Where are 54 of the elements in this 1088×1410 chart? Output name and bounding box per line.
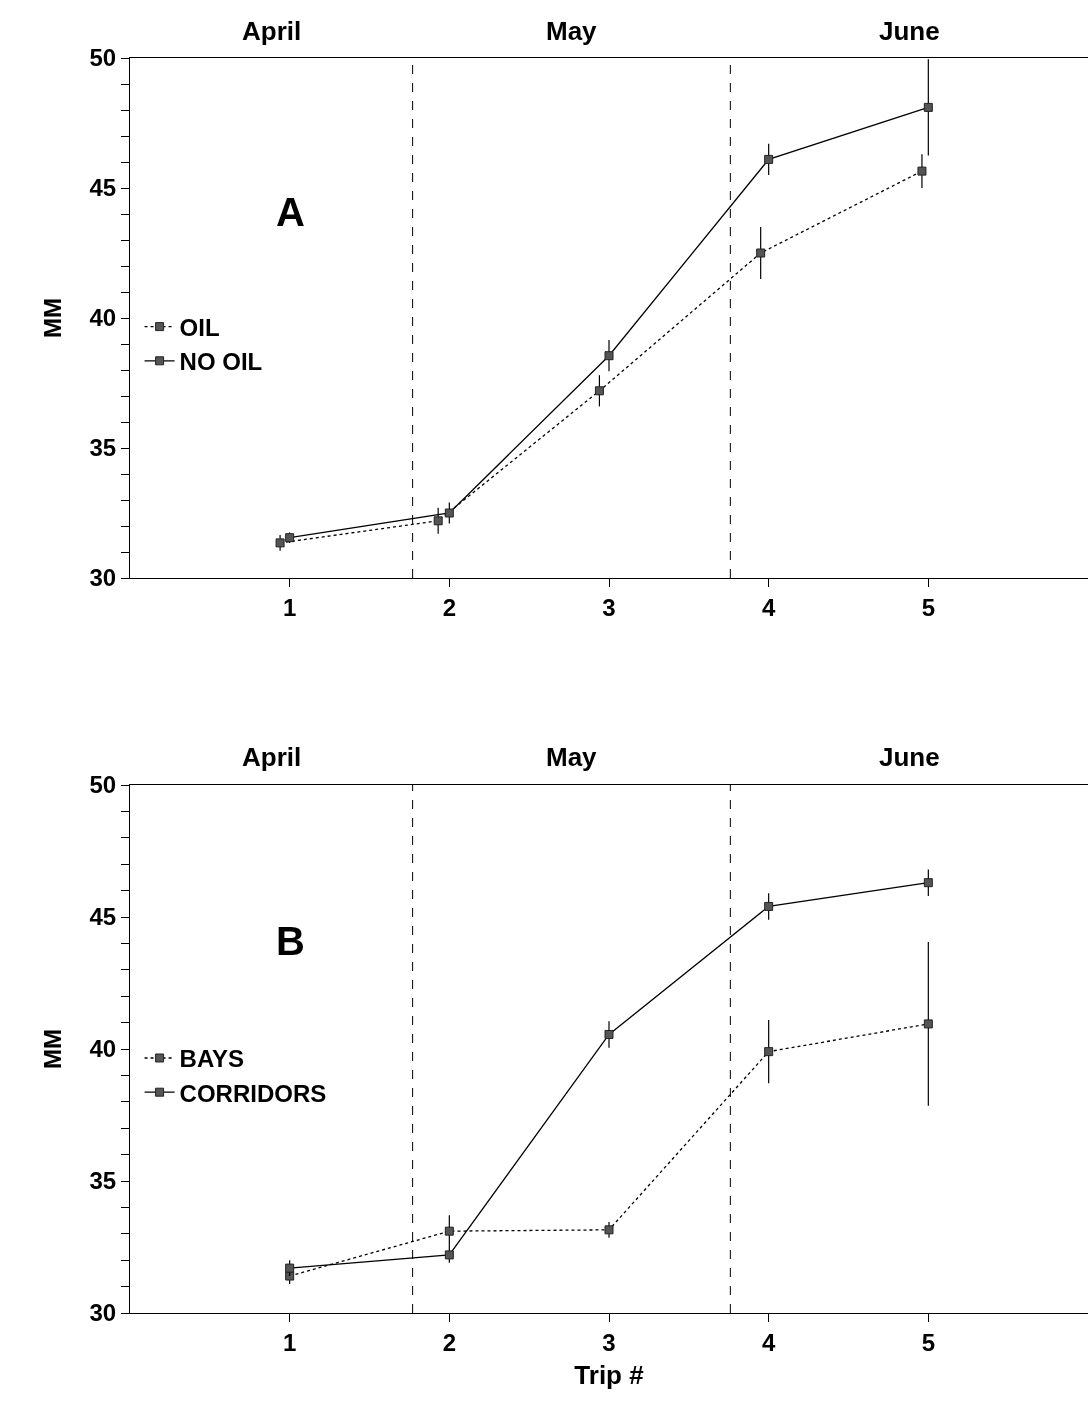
point <box>444 508 454 518</box>
legend-label: CORRIDORS <box>179 1079 327 1107</box>
point <box>444 1250 454 1260</box>
y-tick-label: 45 <box>89 174 117 202</box>
x-tick-label: 5 <box>921 593 936 621</box>
text: April <box>242 742 302 772</box>
point <box>764 154 774 164</box>
annotation: B <box>276 919 305 963</box>
y-tick-label: 30 <box>89 564 117 592</box>
y-tick-label: 35 <box>89 434 117 462</box>
point <box>275 538 285 548</box>
point <box>285 533 295 543</box>
legend-label: NO OIL <box>179 348 263 376</box>
point <box>285 1263 295 1273</box>
point <box>433 516 443 526</box>
x-tick-label: 4 <box>761 593 776 621</box>
point <box>604 1225 614 1235</box>
x-axis-title: Trip # <box>574 1359 645 1390</box>
point <box>594 386 604 396</box>
point <box>923 1019 933 1029</box>
y-tick-label: 30 <box>89 1299 117 1327</box>
x-tick-label: 3 <box>602 593 616 621</box>
y-tick-label: 50 <box>89 771 117 799</box>
y-tick-label: 40 <box>89 1035 117 1063</box>
x-tick-label: 4 <box>761 1328 776 1356</box>
point <box>923 102 933 112</box>
text: June <box>879 742 940 772</box>
point <box>917 166 927 176</box>
y-axis-title: MM <box>39 1029 67 1069</box>
x-tick-label: 5 <box>921 1328 936 1356</box>
legend-label: OIL <box>179 313 220 341</box>
text: May <box>546 742 598 772</box>
point <box>764 901 774 911</box>
y-axis-title: MM <box>39 298 67 338</box>
point <box>604 351 614 361</box>
legend-label: BAYS <box>179 1045 245 1073</box>
x-tick-label: 1 <box>282 593 297 621</box>
x-tick-label: 3 <box>602 1328 616 1356</box>
point <box>764 1047 774 1057</box>
point <box>756 248 766 258</box>
text: April <box>242 16 302 46</box>
annotation: A <box>276 190 305 234</box>
point <box>444 1226 454 1236</box>
x-tick-label: 2 <box>442 1328 457 1356</box>
y-tick-label: 45 <box>89 903 117 931</box>
x-tick-label: 1 <box>282 1328 297 1356</box>
point <box>604 1029 614 1039</box>
y-tick-label: 40 <box>89 304 117 332</box>
x-tick-label: 2 <box>442 593 457 621</box>
y-tick-label: 50 <box>89 44 117 72</box>
point <box>923 878 933 888</box>
text: May <box>546 16 598 46</box>
y-tick-label: 35 <box>89 1167 117 1195</box>
text: June <box>879 16 940 46</box>
